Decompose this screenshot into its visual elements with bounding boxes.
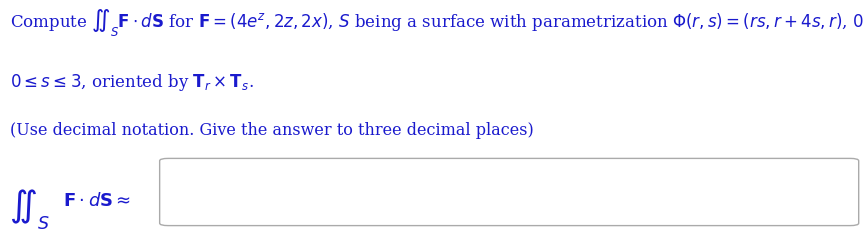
Text: $\iint_S$: $\iint_S$ — [9, 187, 49, 232]
Text: (Use decimal notation. Give the answer to three decimal places): (Use decimal notation. Give the answer t… — [10, 122, 534, 139]
Text: Compute $\iint_S\mathbf{F} \cdot d\mathbf{S}$ for $\mathbf{F} = (4e^z, 2z, 2x)$,: Compute $\iint_S\mathbf{F} \cdot d\mathb… — [10, 7, 863, 38]
Text: $0 \leq s \leq 3$, oriented by $\mathbf{T}_r \times \mathbf{T}_s$.: $0 \leq s \leq 3$, oriented by $\mathbf{… — [10, 72, 255, 93]
FancyBboxPatch shape — [160, 158, 859, 226]
Text: $\mathbf{F} \cdot d\mathbf{S} \approx$: $\mathbf{F} \cdot d\mathbf{S} \approx$ — [63, 192, 131, 210]
